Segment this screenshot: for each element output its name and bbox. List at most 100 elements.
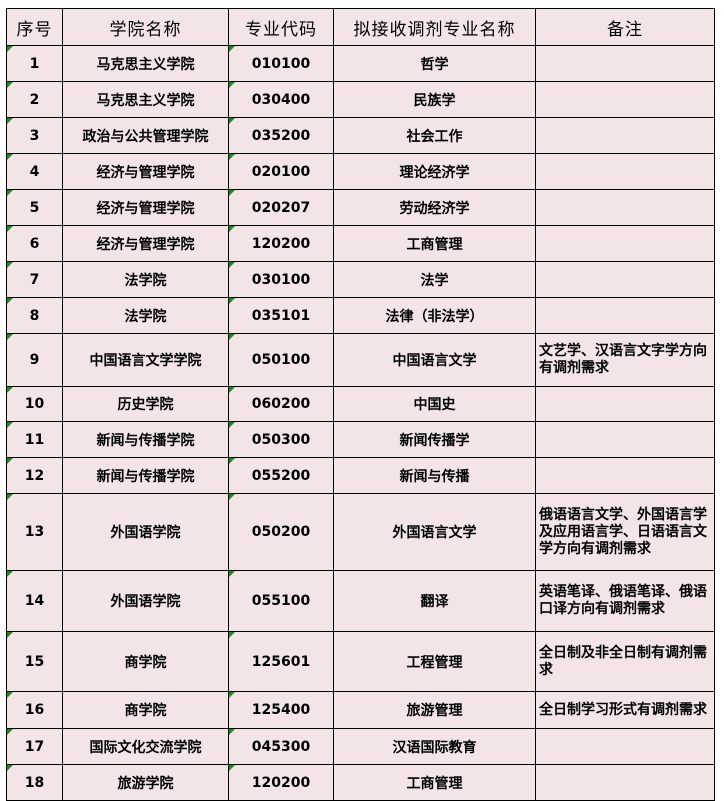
cell-college[interactable]: 经济与管理学院 (62, 153, 229, 190)
cell-note[interactable] (535, 261, 715, 298)
cell-code[interactable]: 010100 (228, 45, 334, 82)
cell-note[interactable] (535, 421, 715, 458)
cell-code[interactable]: 055200 (228, 457, 334, 494)
cell-major[interactable]: 汉语国际教育 (333, 728, 536, 765)
cell-college[interactable]: 旅游学院 (62, 764, 229, 801)
table-row: 14 外国语学院 055100 翻译 英语笔译、俄语笔译、俄语口译方向有调剂需求 (6, 570, 715, 632)
cell-code[interactable]: 060200 (228, 386, 334, 422)
cell-no[interactable]: 4 (6, 153, 63, 190)
cell-note[interactable] (535, 728, 715, 765)
cell-major[interactable]: 理论经济学 (333, 153, 536, 190)
cell-no[interactable]: 13 (6, 493, 63, 571)
table-row: 18 旅游学院 120200 工商管理 (6, 764, 715, 801)
cell-college[interactable]: 商学院 (62, 691, 229, 729)
cell-code[interactable]: 035101 (228, 297, 334, 334)
cell-note[interactable]: 英语笔译、俄语笔译、俄语口译方向有调剂需求 (535, 570, 715, 632)
table-row: 1 马克思主义学院 010100 哲学 (6, 45, 715, 82)
cell-note[interactable] (535, 457, 715, 494)
cell-code[interactable]: 120200 (228, 225, 334, 262)
cell-code[interactable]: 020207 (228, 189, 334, 226)
cell-note[interactable] (535, 153, 715, 190)
cell-no[interactable]: 9 (6, 333, 63, 387)
cell-college[interactable]: 外国语学院 (62, 570, 229, 632)
cell-college[interactable]: 历史学院 (62, 386, 229, 422)
cell-major[interactable]: 旅游管理 (333, 691, 536, 729)
cell-code[interactable]: 120200 (228, 764, 334, 801)
cell-college[interactable]: 法学院 (62, 297, 229, 334)
cell-college[interactable]: 外国语学院 (62, 493, 229, 571)
cell-college[interactable]: 马克思主义学院 (62, 81, 229, 118)
cell-major[interactable]: 劳动经济学 (333, 189, 536, 226)
cell-code[interactable]: 050200 (228, 493, 334, 571)
cell-note[interactable] (535, 117, 715, 154)
cell-note[interactable] (535, 45, 715, 82)
cell-major[interactable]: 新闻与传播 (333, 457, 536, 494)
cell-code[interactable]: 030100 (228, 261, 334, 298)
cell-college[interactable]: 政治与公共管理学院 (62, 117, 229, 154)
cell-note[interactable] (535, 764, 715, 801)
header-code: 专业代码 (228, 8, 334, 46)
table-row: 13 外国语学院 050200 外国语言文学 俄语语言文学、外国语言学及应用语言学、日语… (6, 493, 715, 571)
cell-no[interactable]: 17 (6, 728, 63, 765)
cell-code[interactable]: 045300 (228, 728, 334, 765)
cell-college[interactable]: 新闻与传播学院 (62, 421, 229, 458)
cell-no[interactable]: 8 (6, 297, 63, 334)
cell-no[interactable]: 2 (6, 81, 63, 118)
cell-code[interactable]: 030400 (228, 81, 334, 118)
cell-major[interactable]: 哲学 (333, 45, 536, 82)
cell-no[interactable]: 16 (6, 691, 63, 729)
cell-college[interactable]: 新闻与传播学院 (62, 457, 229, 494)
cell-major[interactable]: 法律（非法学） (333, 297, 536, 334)
cell-no[interactable]: 5 (6, 189, 63, 226)
cell-no[interactable]: 7 (6, 261, 63, 298)
table-row: 12 新闻与传播学院 055200 新闻与传播 (6, 457, 715, 494)
cell-note[interactable] (535, 297, 715, 334)
cell-major[interactable]: 法学 (333, 261, 536, 298)
cell-code[interactable]: 050100 (228, 333, 334, 387)
cell-college[interactable]: 法学院 (62, 261, 229, 298)
cell-no[interactable]: 1 (6, 45, 63, 82)
cell-major[interactable]: 中国史 (333, 386, 536, 422)
cell-major[interactable]: 新闻传播学 (333, 421, 536, 458)
cell-college[interactable]: 经济与管理学院 (62, 225, 229, 262)
cell-code[interactable]: 020100 (228, 153, 334, 190)
cell-no[interactable]: 12 (6, 457, 63, 494)
cell-code[interactable]: 125400 (228, 691, 334, 729)
cell-no[interactable]: 3 (6, 117, 63, 154)
cell-note[interactable]: 俄语语言文学、外国语言学及应用语言学、日语语言文学方向有调剂需求 (535, 493, 715, 571)
cell-major[interactable]: 工商管理 (333, 764, 536, 801)
cell-college[interactable]: 国际文化交流学院 (62, 728, 229, 765)
cell-no[interactable]: 10 (6, 386, 63, 422)
table-row: 2 马克思主义学院 030400 民族学 (6, 81, 715, 118)
cell-no[interactable]: 14 (6, 570, 63, 632)
cell-major[interactable]: 工商管理 (333, 225, 536, 262)
cell-code[interactable]: 125601 (228, 631, 334, 692)
cell-code[interactable]: 050300 (228, 421, 334, 458)
cell-note[interactable]: 全日制及非全日制有调剂需求 (535, 631, 715, 692)
cell-college[interactable]: 商学院 (62, 631, 229, 692)
cell-code[interactable]: 035200 (228, 117, 334, 154)
cell-college[interactable]: 中国语言文学学院 (62, 333, 229, 387)
cell-major[interactable]: 民族学 (333, 81, 536, 118)
cell-no[interactable]: 18 (6, 764, 63, 801)
cell-note[interactable] (535, 81, 715, 118)
table-row: 8 法学院 035101 法律（非法学） (6, 297, 715, 334)
cell-note[interactable] (535, 225, 715, 262)
cell-college[interactable]: 马克思主义学院 (62, 45, 229, 82)
cell-college[interactable]: 经济与管理学院 (62, 189, 229, 226)
cell-no[interactable]: 11 (6, 421, 63, 458)
cell-no[interactable]: 6 (6, 225, 63, 262)
cell-note[interactable] (535, 189, 715, 226)
cell-note[interactable]: 文艺学、汉语言文字学方向有调剂需求 (535, 333, 715, 387)
cell-no[interactable]: 15 (6, 631, 63, 692)
header-college: 学院名称 (62, 8, 229, 46)
cell-major[interactable]: 中国语言文学 (333, 333, 536, 387)
cell-code[interactable]: 055100 (228, 570, 334, 632)
cell-major[interactable]: 工程管理 (333, 631, 536, 692)
cell-major[interactable]: 翻译 (333, 570, 536, 632)
cell-note[interactable]: 全日制学习形式有调剂需求 (535, 691, 715, 729)
cell-major[interactable]: 外国语言文学 (333, 493, 536, 571)
cell-note[interactable] (535, 386, 715, 422)
cell-major[interactable]: 社会工作 (333, 117, 536, 154)
table-row: 5 经济与管理学院 020207 劳动经济学 (6, 189, 715, 226)
